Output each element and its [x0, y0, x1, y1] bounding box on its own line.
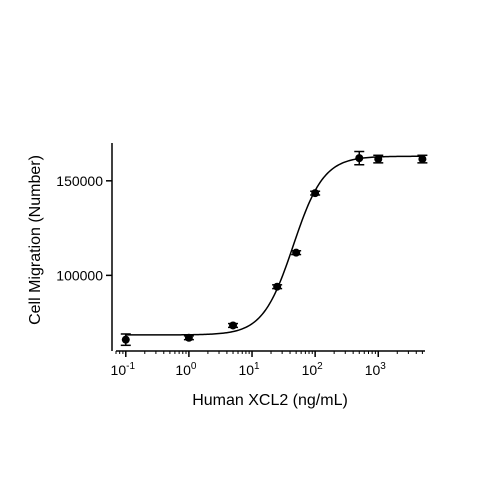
data-point-group	[183, 333, 194, 342]
x-tick-exponent: 2	[317, 361, 323, 372]
x-tick-base: 10	[238, 362, 254, 378]
data-point-group	[272, 282, 283, 291]
data-points	[120, 150, 428, 347]
data-point-group	[291, 248, 302, 257]
x-tick-label: 103	[365, 361, 387, 378]
x-tick-base: 10	[365, 362, 381, 378]
x-tick-label: 10-1	[111, 361, 136, 378]
x-tick-base: 10	[302, 362, 318, 378]
x-tick-label: 100	[175, 361, 197, 378]
y-ticks: 100000 150000	[56, 173, 112, 283]
x-ticks: 10-1 100 101 102 103	[111, 351, 423, 378]
x-tick-exponent: 1	[254, 361, 260, 372]
data-point	[311, 189, 320, 198]
data-point	[355, 154, 364, 163]
y-tick-label: 100000	[56, 267, 103, 283]
data-point	[229, 321, 238, 330]
data-point	[273, 282, 282, 291]
data-point-group	[120, 333, 131, 347]
data-point	[374, 155, 383, 164]
x-axis-title: Human XCL2 (ng/mL)	[192, 392, 348, 409]
x-axis: 10-1 100 101 102 103	[111, 350, 425, 378]
data-point-group	[354, 150, 365, 166]
x-tick-base: 10	[111, 362, 127, 378]
x-tick-base: 10	[175, 362, 191, 378]
data-point	[418, 155, 427, 164]
y-axis: 100000 150000	[56, 143, 113, 351]
data-point	[121, 335, 130, 344]
data-point	[184, 333, 193, 342]
x-tick-exponent: -1	[126, 361, 135, 372]
data-point	[292, 248, 301, 257]
y-axis-title: Cell Migration (Number)	[27, 155, 44, 325]
data-point-group	[228, 321, 239, 330]
x-tick-label: 102	[302, 361, 324, 378]
x-tick-label: 101	[238, 361, 260, 378]
data-point-group	[373, 154, 384, 164]
x-tick-exponent: 0	[191, 361, 197, 372]
x-tick-exponent: 3	[380, 361, 386, 372]
y-tick-label: 150000	[56, 173, 103, 189]
data-point-group	[310, 189, 321, 198]
fit-curve	[125, 155, 423, 336]
data-point-group	[417, 154, 428, 164]
